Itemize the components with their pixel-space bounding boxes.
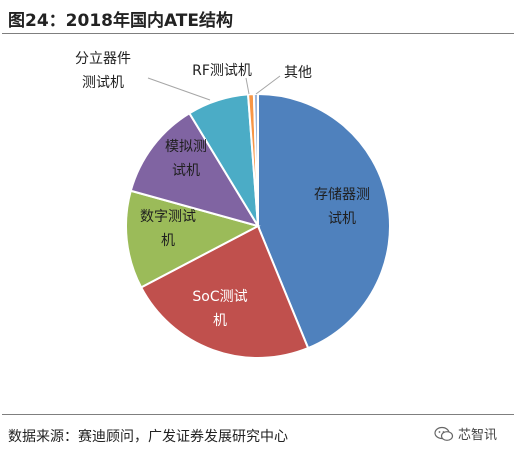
slice-label: 其他	[284, 65, 312, 81]
slice-label-line: 存储器测	[314, 187, 370, 203]
slice-label: 分立器件测试机	[75, 51, 131, 91]
slice-label-line: 数字测试	[140, 209, 196, 225]
slice-label: 存储器测试机	[314, 187, 370, 227]
title-divider	[2, 33, 514, 34]
slice-label-line: SoC测试	[192, 289, 247, 305]
pie-slices	[125, 92, 391, 359]
slice-label: 数字测试机	[140, 209, 196, 249]
source-note: 数据来源：赛迪顾问，广发证券发展研究中心	[8, 429, 288, 445]
watermark-text: 芯智讯	[458, 428, 498, 443]
pie-slice	[252, 92, 259, 227]
leader-line	[147, 77, 211, 101]
slice-label-line: 试机	[172, 163, 200, 179]
slice-label-line: 分立器件	[75, 51, 131, 67]
slice-label-line: 试机	[328, 211, 356, 227]
slice-label: 模拟测试机	[165, 139, 207, 179]
source-divider	[2, 414, 514, 415]
leader-lines	[147, 75, 281, 101]
pie-slice	[257, 92, 391, 350]
slice-label-line: RF测试机	[192, 63, 252, 79]
slice-label-line: 测试机	[82, 75, 124, 91]
slice-label: RF测试机	[192, 63, 252, 79]
pie-slice	[125, 189, 261, 289]
watermark: 芯智讯	[434, 424, 497, 443]
wechat-icon	[434, 426, 454, 441]
slice-label-line: 模拟测	[165, 139, 207, 155]
pie-slice	[139, 224, 310, 359]
slice-label-line: 机	[213, 313, 227, 329]
slice-label-line: 其他	[284, 65, 312, 81]
slice-label: SoC测试机	[192, 289, 247, 329]
pie-slice	[129, 111, 261, 228]
figure-title: 图24：2018年国内ATE结构	[8, 11, 234, 31]
leader-line	[245, 77, 250, 95]
leader-line	[255, 75, 281, 95]
slice-label-line: 机	[161, 233, 175, 249]
